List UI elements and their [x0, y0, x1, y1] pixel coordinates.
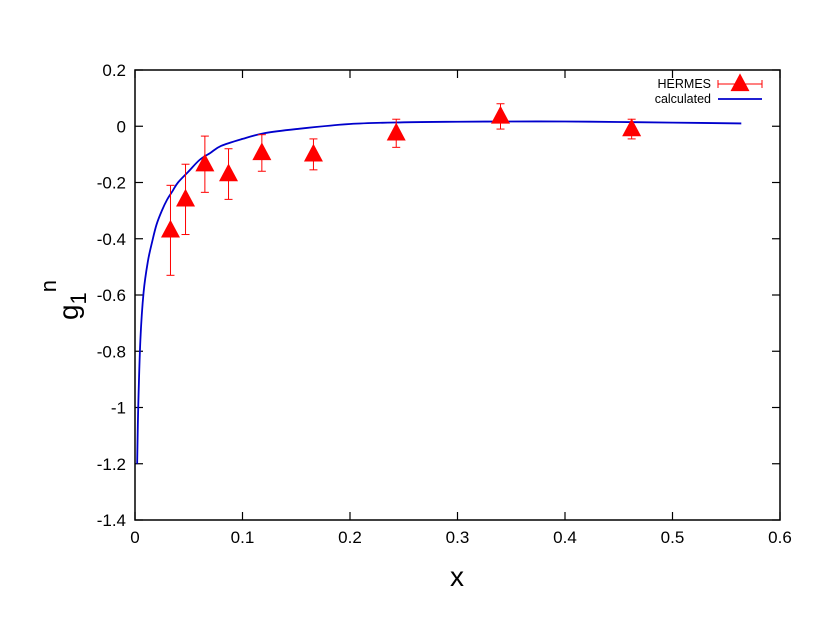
hermes-point	[622, 118, 642, 137]
y-axis-title-sub: 1	[66, 292, 91, 304]
hermes-point	[252, 142, 272, 161]
x-tick-label: 0.5	[661, 528, 685, 547]
y-tick-label: -1	[111, 399, 126, 418]
hermes-point	[160, 219, 180, 238]
svg-text:g1n: g1n	[36, 280, 91, 320]
data-layer	[136, 103, 742, 464]
hermes-point	[491, 105, 510, 124]
plot-frame	[134, 69, 781, 521]
hermes-point	[219, 163, 239, 182]
x-tick-label: 0.2	[338, 528, 362, 547]
axes: 0 0.1 0.2 0.3 0.4 0.5 0.6 0.2 0 -0.2 -0.4 -0.6 -0.8 -…	[97, 61, 792, 547]
y-tick-label: -0.2	[97, 174, 126, 193]
hermes-point	[303, 143, 323, 162]
y-tick-label: -0.6	[97, 286, 126, 305]
y-axis-title: g1n	[36, 280, 91, 320]
y-tick-label: -1.4	[97, 511, 126, 530]
x-tick-label: 0.1	[231, 528, 255, 547]
x-tick-label: 0.4	[553, 528, 577, 547]
x-axis-title: x	[450, 561, 464, 592]
y-tick-label: -0.4	[97, 230, 126, 249]
legend-label-hermes: HERMES	[658, 77, 711, 91]
y-tick-label: 0	[117, 117, 126, 136]
x-tick-label: 0.6	[768, 528, 792, 547]
y-tick-label: -0.8	[97, 342, 126, 361]
y-tick-label: -1.2	[97, 455, 126, 474]
x-tick-label: 0.3	[446, 528, 470, 547]
legend-label-calculated: calculated	[655, 92, 711, 106]
y-tick-label: 0.2	[102, 61, 126, 80]
legend: HERMES calculated	[655, 73, 763, 106]
legend-sample-hermes-marker	[730, 73, 750, 92]
y-axis-title-base: g	[53, 304, 84, 320]
y-axis-title-sup: n	[36, 280, 61, 292]
hermes-point	[176, 188, 196, 207]
hermes-point	[195, 153, 215, 172]
x-tick-label: 0	[130, 528, 139, 547]
hermes-point	[386, 122, 406, 141]
